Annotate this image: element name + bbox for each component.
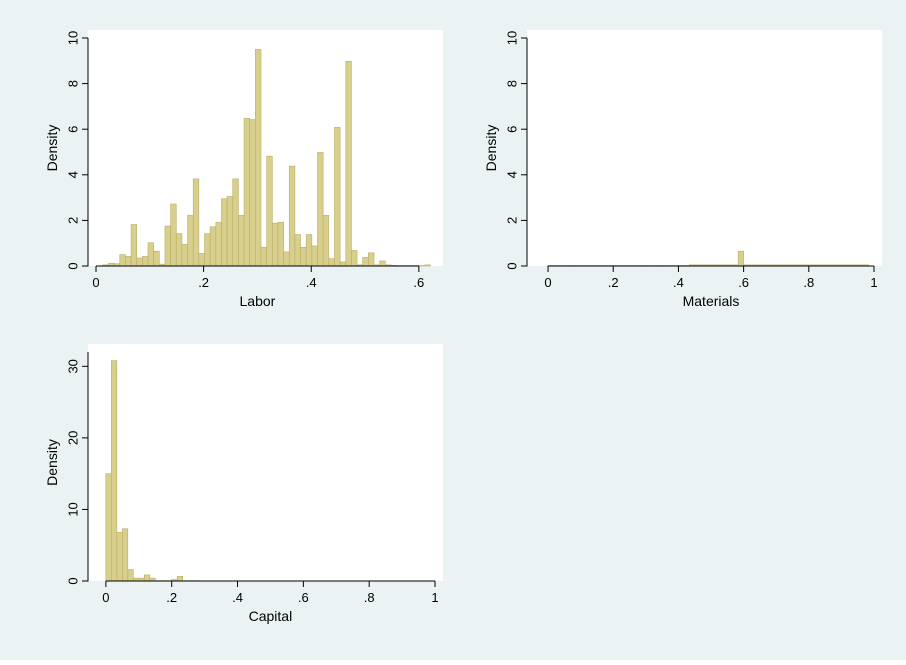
histogram-bar — [148, 243, 154, 266]
histogram-bar — [295, 235, 301, 266]
histogram-bar — [272, 223, 278, 266]
labor-plot-area — [88, 30, 443, 266]
histogram-bar — [188, 215, 194, 266]
histogram-bar — [329, 259, 335, 266]
capital-plot-area — [88, 344, 443, 581]
x-tick-label: 0 — [102, 590, 109, 605]
y-tick-label: 6 — [65, 126, 80, 133]
y-tick-label: 8 — [504, 80, 519, 87]
histogram-bar — [306, 235, 312, 266]
labor-y-axis-label: Density — [44, 125, 60, 172]
x-tick-label: .2 — [166, 590, 177, 605]
histogram-bar — [125, 256, 131, 266]
x-tick-label: .8 — [364, 590, 375, 605]
materials-plot-area — [527, 30, 882, 266]
x-tick-label: .6 — [298, 590, 309, 605]
histogram-bar — [193, 179, 199, 266]
histogram-bar — [284, 252, 290, 266]
histogram-bar — [267, 156, 273, 266]
histogram-bar — [318, 152, 324, 266]
histogram-bar — [227, 196, 233, 266]
histogram-bar — [216, 222, 222, 266]
histogram-bar — [368, 253, 374, 266]
histogram-bar — [171, 204, 177, 266]
histogram-bar — [165, 226, 171, 266]
histogram-bar — [111, 361, 117, 581]
capital-y-axis-label: Density — [44, 439, 60, 486]
capital-x-axis-label: Capital — [249, 608, 293, 624]
y-tick-label: 4 — [65, 171, 80, 178]
histogram-bar — [233, 179, 239, 266]
y-tick-label: 0 — [65, 262, 80, 269]
histogram-bar — [250, 120, 256, 266]
histogram-bar — [117, 532, 123, 581]
histogram-bar — [278, 222, 284, 266]
histogram-bar — [210, 227, 216, 266]
y-tick-label: 0 — [65, 577, 80, 584]
histogram-bar — [346, 61, 352, 266]
x-tick-label: .2 — [608, 275, 619, 290]
materials-y-axis-label: Density — [483, 125, 499, 172]
histogram-bar — [182, 244, 188, 266]
histogram-bar — [154, 251, 160, 266]
histogram-bar — [120, 255, 126, 266]
y-tick-label: 0 — [504, 262, 519, 269]
histogram-bar — [244, 118, 250, 266]
histogram-bar — [238, 215, 244, 266]
x-tick-label: 1 — [431, 590, 438, 605]
x-tick-label: .6 — [413, 275, 424, 290]
histogram-bar — [176, 234, 182, 266]
x-tick-label: 0 — [544, 275, 551, 290]
y-tick-label: 8 — [65, 80, 80, 87]
histogram-bar — [738, 251, 743, 266]
histogram-bar — [122, 529, 128, 581]
histogram-bar — [261, 247, 267, 266]
y-tick-label: 2 — [504, 217, 519, 224]
histogram-bar — [106, 474, 112, 581]
materials-x-axis-label: Materials — [683, 293, 740, 309]
x-tick-label: .6 — [738, 275, 749, 290]
histogram-bar — [312, 246, 318, 266]
histogram-bar — [137, 258, 143, 266]
y-tick-label: 10 — [65, 502, 80, 516]
histogram-bar — [144, 575, 150, 581]
histogram-bar — [199, 253, 205, 266]
x-tick-label: 0 — [92, 275, 99, 290]
histogram-bar — [221, 199, 227, 266]
histogram-bar — [177, 576, 183, 581]
x-tick-label: .8 — [803, 275, 814, 290]
histogram-bar — [363, 257, 369, 266]
histogram-bar — [255, 49, 261, 266]
y-tick-label: 6 — [504, 126, 519, 133]
histogram-bar — [301, 247, 307, 266]
y-tick-label: 30 — [65, 359, 80, 373]
histogram-bar — [128, 570, 134, 581]
histogram-bar — [131, 225, 137, 267]
histogram-bar — [340, 262, 346, 266]
histogram-bar — [142, 256, 148, 266]
x-tick-label: .4 — [306, 275, 317, 290]
y-tick-label: 4 — [504, 171, 519, 178]
histogram-bar — [289, 166, 295, 266]
x-tick-label: 1 — [870, 275, 877, 290]
x-tick-label: .2 — [198, 275, 209, 290]
histogram-bar — [380, 261, 386, 266]
y-tick-label: 20 — [65, 431, 80, 445]
histogram-bar — [323, 215, 329, 266]
y-tick-label: 10 — [65, 31, 80, 45]
histogram-bar — [425, 265, 431, 266]
y-tick-label: 2 — [65, 217, 80, 224]
histogram-bar — [351, 251, 357, 267]
histogram-bar — [205, 234, 211, 266]
y-tick-label: 10 — [504, 31, 519, 45]
x-tick-label: .4 — [673, 275, 684, 290]
labor-x-axis-label: Labor — [240, 293, 276, 309]
histogram-bar — [334, 127, 340, 266]
x-tick-label: .4 — [232, 590, 243, 605]
